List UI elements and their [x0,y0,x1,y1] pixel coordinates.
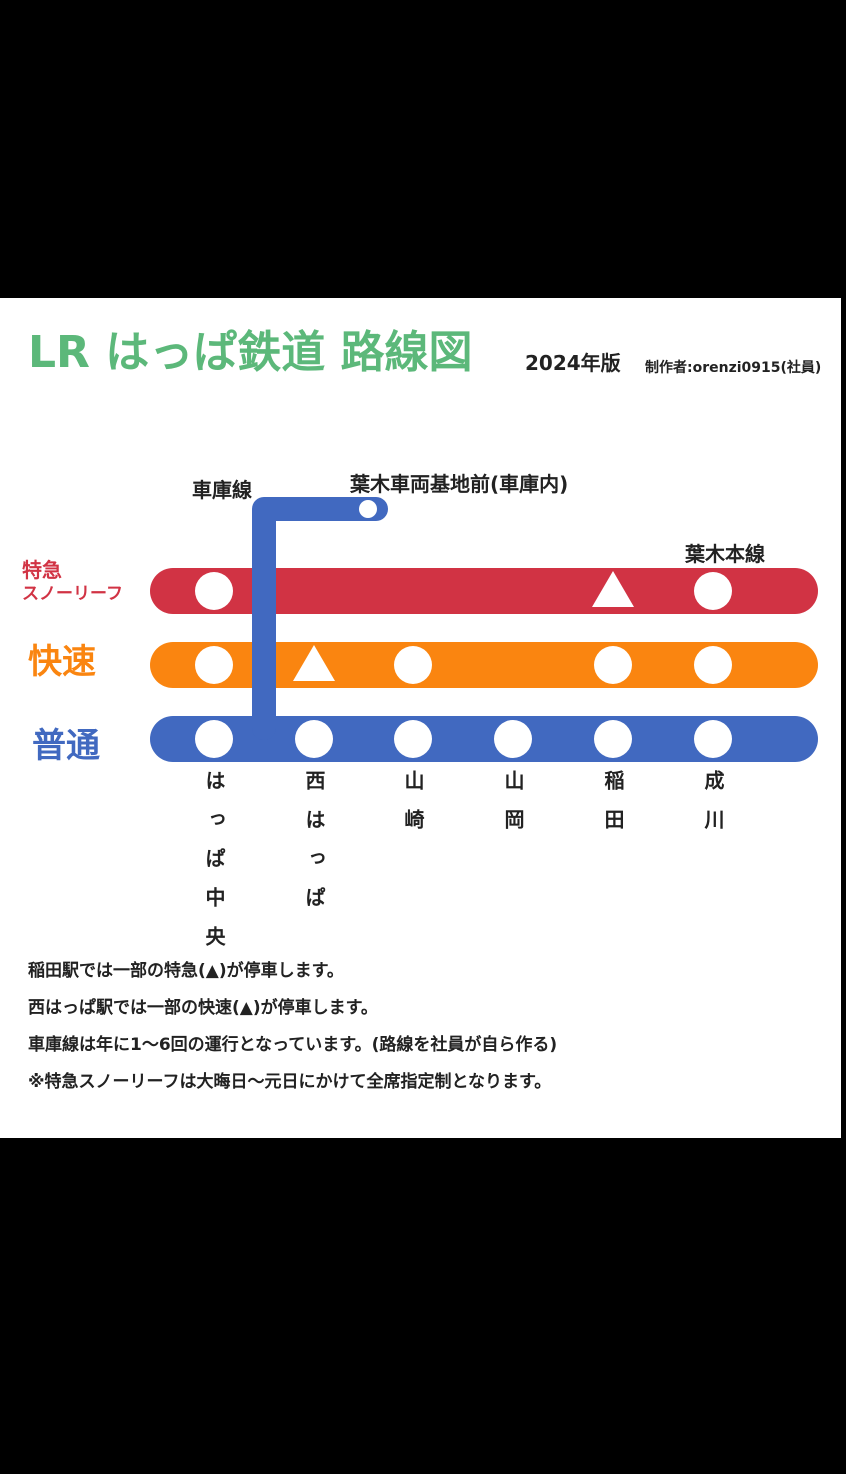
stop [394,720,432,758]
limited-express-line [150,568,818,614]
station-name: 成川 [701,769,725,848]
notes: 稲田駅では一部の特急(▲)が停車します。西はっぱ駅では一部の快速(▲)が停車しま… [28,960,557,1092]
station-name: 西はっぱ [302,770,326,926]
station-name: 山岡 [501,770,525,848]
stop [694,720,732,758]
station-name: 山崎 [401,770,425,848]
stops [195,571,732,758]
line-label: 普通 [32,726,100,766]
depot-station [359,500,377,518]
note: 車庫線は年に1〜6回の運行となっています。(路線を社員が自ら作る) [28,1034,557,1055]
stop [594,646,632,684]
depot-line [252,497,388,740]
edition: 2024年版 [525,351,621,375]
note: ※特急スノーリーフは大晦日〜元日にかけて全席指定制となります。 [28,1071,551,1092]
title: LR はっぱ鉄道 路線図 [28,327,473,378]
line-label: 特急 [22,558,62,582]
stop [195,720,233,758]
partial-stop [293,645,335,681]
station-name: 稲田 [601,770,625,848]
stop [195,572,233,610]
partial-stop [592,571,634,607]
stop [694,646,732,684]
branch-label: 葉木本線 [684,542,765,566]
station-name: はっぱ中央 [202,770,226,965]
stop [295,720,333,758]
branch-label: 車庫線 [192,478,252,502]
author: 制作者:orenzi0915(社員) [645,359,821,376]
stop [394,646,432,684]
stop [494,720,532,758]
line-label: 快速 [28,642,96,682]
note: 稲田駅では一部の特急(▲)が停車します。 [28,960,344,981]
stop [195,646,233,684]
stop [594,720,632,758]
train-name: スノーリーフ [22,584,123,604]
station-names: はっぱ中央 西はっぱ 山崎 山岡 稲田 成川 [202,769,725,965]
branch-label: 葉木車両基地前(車庫内) [349,472,568,496]
note: 西はっぱ駅では一部の快速(▲)が停車します。 [28,997,378,1018]
stop [694,572,732,610]
